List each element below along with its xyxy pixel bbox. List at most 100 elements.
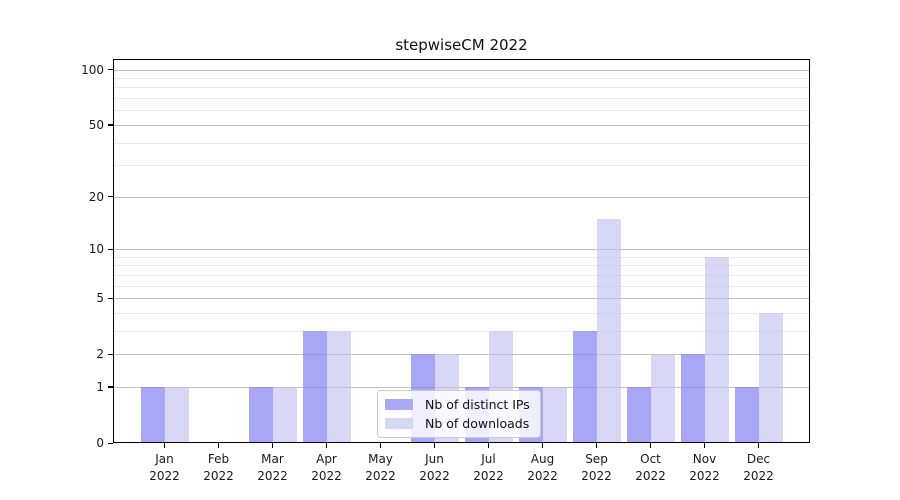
y-tick-label-10: 10 xyxy=(88,242,104,256)
x-tick-label-feb: Feb 2022 xyxy=(187,451,251,485)
gridline-major-100 xyxy=(113,69,810,71)
x-tick-year-jan: 2022 xyxy=(149,469,180,483)
x-tick-apr xyxy=(326,443,328,448)
x-tick-feb xyxy=(218,443,220,448)
x-tick-year-nov: 2022 xyxy=(689,469,720,483)
gridline-major-2 xyxy=(113,354,810,356)
x-tick-month-mar: Mar xyxy=(261,452,284,466)
bar-distinct-ips-jan xyxy=(140,386,165,443)
y-tick-0 xyxy=(108,442,113,444)
x-tick-month-oct: Oct xyxy=(640,452,661,466)
x-tick-label-jan: Jan 2022 xyxy=(133,451,197,485)
x-tick-month-may: May xyxy=(368,452,393,466)
x-tick-label-may: May 2022 xyxy=(349,451,413,485)
y-tick-label-2: 2 xyxy=(96,347,104,362)
y-tick-label-50: 50 xyxy=(88,117,104,132)
x-tick-jan xyxy=(164,443,166,448)
x-tick-aug xyxy=(542,443,544,448)
x-tick-nov xyxy=(704,443,706,448)
y-tick-2 xyxy=(108,353,113,355)
x-tick-jun xyxy=(434,443,436,448)
y-tick-50 xyxy=(108,124,113,126)
x-tick-month-aug: Aug xyxy=(530,452,555,466)
gridline-major-20 xyxy=(113,196,810,198)
y-tick-20 xyxy=(108,196,113,198)
bar-distinct-ips-dec xyxy=(734,386,759,443)
bar-distinct-ips-oct xyxy=(626,386,651,443)
x-tick-month-nov: Nov xyxy=(692,452,717,466)
x-tick-label-jun: Jun 2022 xyxy=(403,451,467,485)
x-tick-label-sep: Sep 2022 xyxy=(565,451,629,485)
gridline-major-50 xyxy=(113,124,810,126)
x-tick-label-nov: Nov 2022 xyxy=(673,451,737,485)
legend: Nb of distinct IPs Nb of downloads xyxy=(377,390,541,438)
bar-downloads-mar xyxy=(272,386,297,443)
y-tick-label-20: 20 xyxy=(88,189,104,204)
x-tick-year-dec: 2022 xyxy=(743,469,774,483)
x-tick-dec xyxy=(758,443,760,448)
gridline-minor-9 xyxy=(113,256,810,258)
bar-downloads-sep xyxy=(596,218,621,443)
y-tick-label-1: 1 xyxy=(96,379,104,394)
bar-downloads-aug xyxy=(542,386,567,443)
gridline-major-10 xyxy=(113,249,810,250)
x-tick-label-apr: Apr 2022 xyxy=(295,451,359,485)
gridline-minor-7 xyxy=(113,274,810,276)
gridline-minor-30 xyxy=(113,165,810,167)
bar-downloads-jan xyxy=(164,386,189,443)
gridline-major-1 xyxy=(113,386,810,388)
gridline-minor-70 xyxy=(113,98,810,100)
x-tick-year-aug: 2022 xyxy=(527,469,558,483)
y-tick-label-100: 100 xyxy=(81,62,104,77)
bar-downloads-oct xyxy=(650,354,675,443)
bar-downloads-apr xyxy=(326,330,351,443)
x-tick-label-oct: Oct 2022 xyxy=(619,451,683,485)
x-tick-year-sep: 2022 xyxy=(581,469,612,483)
y-tick-100 xyxy=(108,69,113,71)
gridline-major-5 xyxy=(113,298,810,299)
legend-label-distinct-ips: Nb of distinct IPs xyxy=(425,397,530,412)
legend-entry-distinct-ips: Nb of distinct IPs xyxy=(385,397,530,412)
bar-downloads-nov xyxy=(704,256,729,443)
y-tick-5 xyxy=(108,297,113,299)
x-tick-month-jan: Jan xyxy=(155,452,174,466)
bar-distinct-ips-mar xyxy=(248,386,273,443)
gridline-minor-90 xyxy=(113,78,810,79)
x-tick-may xyxy=(380,443,382,448)
x-tick-month-jun: Jun xyxy=(425,452,444,466)
plot-area: Nb of distinct IPs Nb of downloads xyxy=(113,59,810,443)
x-tick-sep xyxy=(596,443,598,448)
x-tick-year-mar: 2022 xyxy=(257,469,288,483)
y-tick-1 xyxy=(108,386,113,388)
x-tick-label-mar: Mar 2022 xyxy=(241,451,305,485)
x-tick-month-dec: Dec xyxy=(746,452,771,466)
x-tick-label-aug: Aug 2022 xyxy=(511,451,575,485)
x-tick-year-oct: 2022 xyxy=(635,469,666,483)
x-tick-month-apr: Apr xyxy=(316,452,337,466)
bar-distinct-ips-apr xyxy=(302,330,327,443)
x-tick-year-jun: 2022 xyxy=(419,469,450,483)
bar-distinct-ips-sep xyxy=(572,330,597,443)
legend-label-downloads: Nb of downloads xyxy=(425,416,530,431)
gridline-minor-6 xyxy=(113,285,810,287)
gridline-minor-3 xyxy=(113,330,810,332)
x-tick-label-jul: Jul 2022 xyxy=(457,451,521,485)
gridline-minor-60 xyxy=(113,110,810,112)
chart-title: stepwiseCM 2022 xyxy=(395,36,528,54)
y-tick-label-0: 0 xyxy=(96,436,104,450)
x-tick-month-feb: Feb xyxy=(207,452,230,466)
bar-distinct-ips-nov xyxy=(680,354,705,443)
x-tick-month-sep: Sep xyxy=(585,452,608,466)
y-tick-10 xyxy=(108,248,113,250)
x-tick-month-jul: Jul xyxy=(481,452,496,466)
x-tick-year-feb: 2022 xyxy=(203,469,234,483)
x-tick-year-apr: 2022 xyxy=(311,469,342,483)
gridline-minor-40 xyxy=(113,142,810,144)
x-tick-jul xyxy=(488,443,490,448)
bar-downloads-dec xyxy=(758,312,783,443)
x-tick-year-may: 2022 xyxy=(365,469,396,483)
gridline-minor-4 xyxy=(113,312,810,314)
y-tick-label-5: 5 xyxy=(96,291,104,305)
legend-swatch-downloads xyxy=(385,418,413,429)
